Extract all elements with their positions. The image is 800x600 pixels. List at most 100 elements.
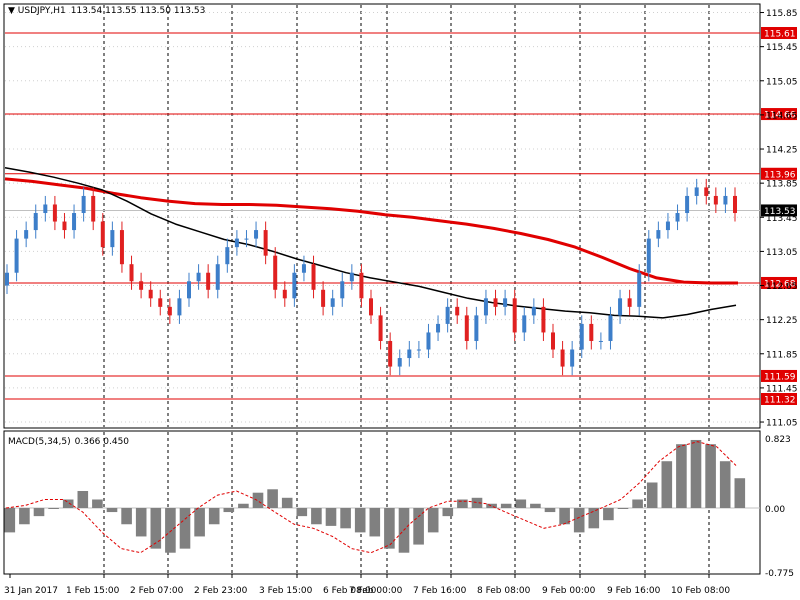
macd-bar xyxy=(413,508,424,545)
candle-body xyxy=(139,281,144,290)
candle-body xyxy=(167,306,172,316)
macd-bar xyxy=(632,499,643,508)
macd-bar xyxy=(4,508,16,533)
candle-body xyxy=(397,358,402,367)
macd-bar xyxy=(442,508,454,517)
time-axis: 31 Jan 2017 1 Feb 15:00 2 Feb 07:00 2 Feb 2… xyxy=(4,574,730,596)
candle-body xyxy=(474,315,479,341)
level-tag xyxy=(761,276,797,289)
macd-bar xyxy=(544,508,556,513)
macd-bar xyxy=(62,499,74,508)
candle-body xyxy=(503,298,508,307)
macd-scale-mid: 0.00 xyxy=(765,505,785,515)
candle-body xyxy=(282,289,287,299)
candle-body xyxy=(483,298,488,316)
candle-body xyxy=(656,230,661,239)
macd-bar xyxy=(369,508,381,537)
candle-body xyxy=(531,306,536,316)
macd-histogram xyxy=(4,439,760,554)
macd-bar xyxy=(208,508,220,525)
price-tick-label: 113.45 xyxy=(766,214,798,224)
candle-body xyxy=(177,298,182,316)
candle-body xyxy=(330,298,335,307)
candle-body xyxy=(359,272,364,299)
macd-bar xyxy=(121,508,132,525)
macd-bar xyxy=(179,508,191,549)
level-label: 111.59 xyxy=(764,372,796,382)
candle-body xyxy=(589,323,594,341)
candle-body xyxy=(206,272,211,290)
candle-body xyxy=(675,213,680,222)
level-label: 115.61 xyxy=(764,30,796,40)
level-tag xyxy=(761,108,797,121)
macd-bar xyxy=(135,508,147,537)
time-tick-label: 8 Feb 08:00 xyxy=(477,586,531,596)
time-tick-label: 2 Feb 07:00 xyxy=(130,586,184,596)
candle-body xyxy=(24,230,29,239)
price-tick-label: 112.65 xyxy=(766,282,798,292)
macd-bar xyxy=(486,503,497,508)
candle-body xyxy=(579,323,584,350)
time-tick-label: 1 Feb 15:00 xyxy=(66,586,120,596)
candle-body xyxy=(445,306,450,324)
macd-bar xyxy=(705,444,716,508)
level-label: 113.96 xyxy=(764,170,796,180)
level-label: 112.68 xyxy=(764,279,796,289)
macd-bar xyxy=(427,508,439,533)
candle-body xyxy=(378,315,383,341)
macd-bar xyxy=(223,508,235,513)
candle-body xyxy=(512,298,517,333)
macd-bar xyxy=(603,508,614,521)
macd-pane-frame xyxy=(3,430,761,575)
candle-body xyxy=(234,238,239,248)
candle-body xyxy=(196,272,201,282)
symbol-label: USDJPY,H1 xyxy=(18,6,66,16)
macd-header: MACD(5,34,5) 0.366 0.450 xyxy=(8,437,129,447)
candle-body xyxy=(91,195,96,222)
macd-bar xyxy=(573,508,585,533)
level-tag xyxy=(761,392,797,405)
time-tick-label: 7 Feb 00:00 xyxy=(349,586,403,596)
candle-body xyxy=(426,332,431,350)
macd-bar xyxy=(150,508,162,549)
current-price-label: 113.53 xyxy=(764,207,796,217)
candle-body xyxy=(72,213,77,231)
current-price-tag xyxy=(761,204,797,217)
macd-bar xyxy=(588,508,600,529)
price-pane-frame xyxy=(3,3,761,429)
macd-bar xyxy=(661,461,673,508)
macd-bar xyxy=(734,478,746,508)
price-tick-label: 111.45 xyxy=(766,384,798,394)
macd-bar xyxy=(252,492,264,508)
macd-bar xyxy=(719,461,731,508)
macd-bar xyxy=(690,439,702,508)
candle-body xyxy=(627,298,632,307)
macd-scale-top: 0.823 xyxy=(765,435,791,445)
candle-body xyxy=(598,340,603,342)
time-tick-label: 6 Feb 08:00 xyxy=(323,586,377,596)
macd-bar xyxy=(267,489,278,508)
price-tick-label: 114.65 xyxy=(766,111,798,121)
level-tag xyxy=(761,369,797,382)
price-tick-label: 115.05 xyxy=(766,77,798,87)
macd-bar xyxy=(354,508,366,533)
candle-body xyxy=(273,255,278,290)
candle-body xyxy=(560,349,565,367)
macd-bar xyxy=(515,499,527,508)
candle-body xyxy=(416,349,421,351)
candle-body xyxy=(33,213,38,231)
candle-body xyxy=(81,195,86,214)
candle-body xyxy=(340,281,345,299)
macd-title: MACD(5,34,5) xyxy=(8,437,71,447)
candle-body xyxy=(311,264,316,290)
candle-body xyxy=(436,323,441,333)
level-label: 114.66 xyxy=(764,111,796,121)
time-tick-label: 3 Feb 15:00 xyxy=(259,586,313,596)
macd-values: 0.366 0.450 xyxy=(75,437,130,447)
macd-bar xyxy=(311,508,322,525)
macd-bar xyxy=(646,482,658,508)
candle-body xyxy=(713,195,718,205)
price-axis: 115.85115.45115.05114.65114.25113.85113.… xyxy=(760,9,798,429)
time-tick-label: 10 Feb 08:00 xyxy=(671,586,730,596)
